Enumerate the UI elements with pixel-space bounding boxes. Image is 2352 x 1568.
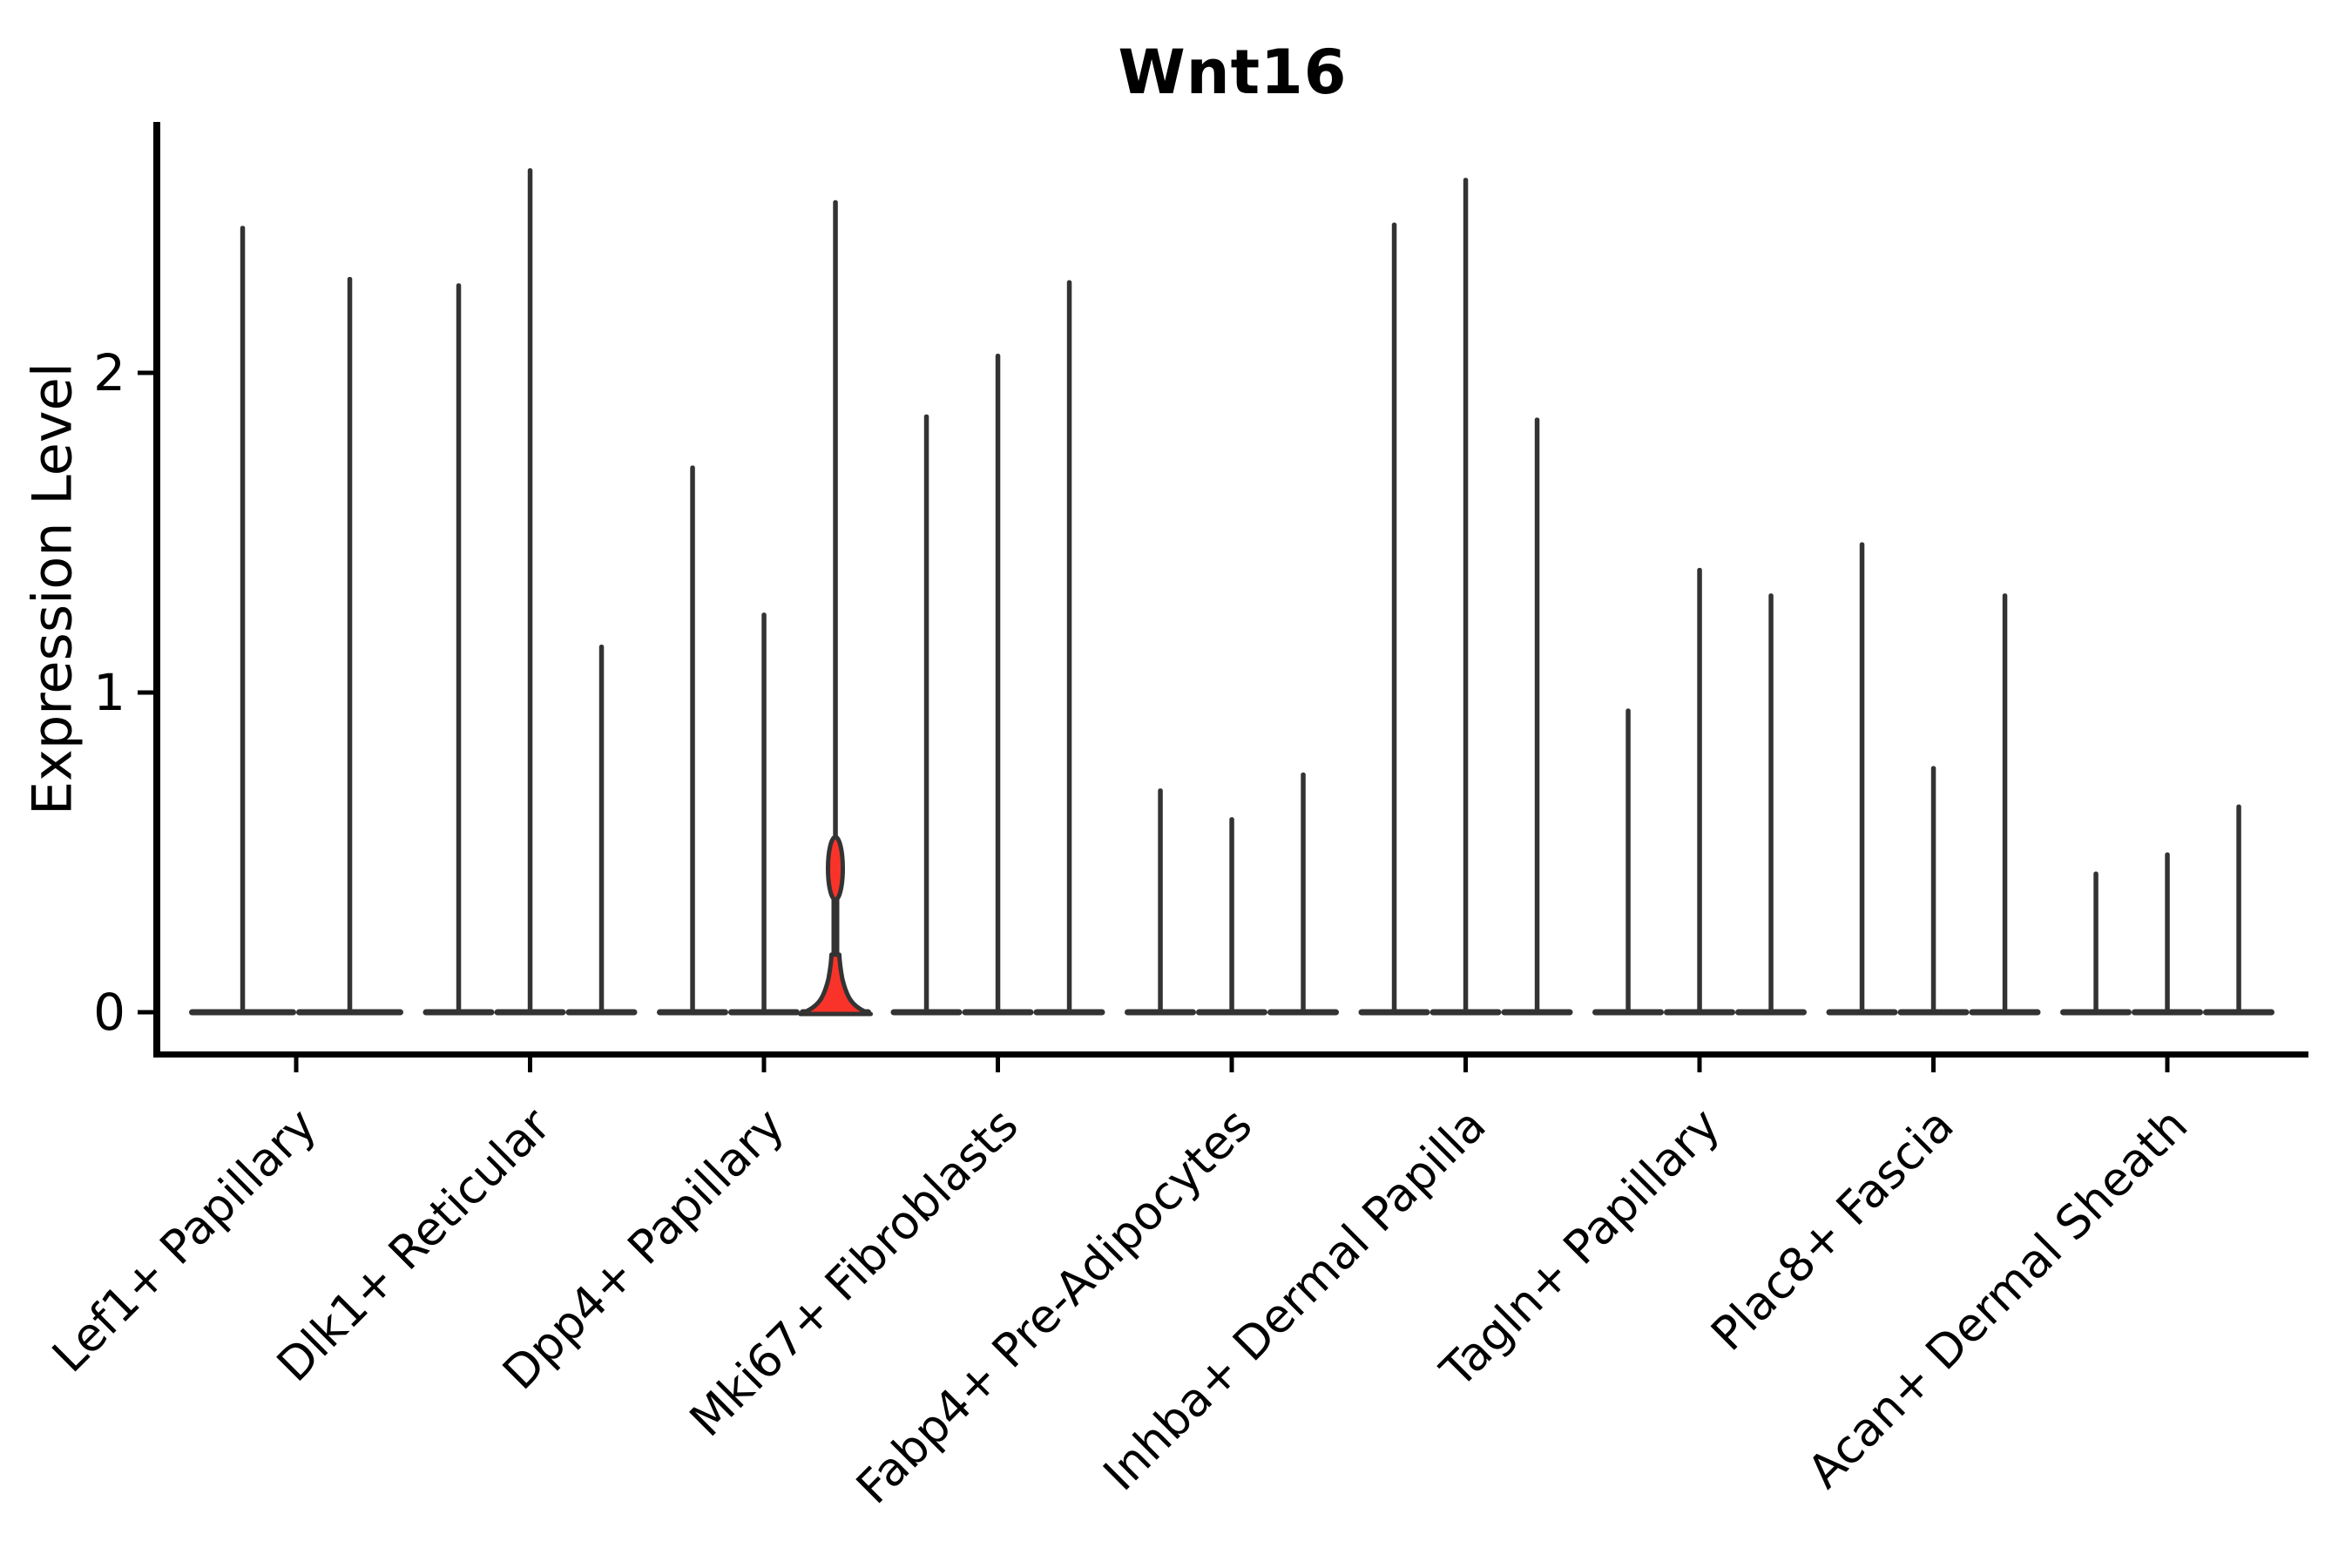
violin-spike	[761, 612, 767, 1013]
x-tick	[294, 1058, 299, 1072]
chart-title: Wnt16	[1118, 37, 1348, 108]
violin-spike	[2165, 852, 2170, 1012]
violin-spike	[240, 226, 246, 1012]
violin-spike	[1391, 222, 1397, 1012]
violin-highlighted-body	[798, 952, 873, 1017]
violin-spike	[1463, 178, 1469, 1013]
x-axis-spine	[153, 1051, 2308, 1058]
violin-spike	[1859, 542, 1865, 1012]
y-tick	[138, 370, 153, 375]
violin-spike	[2093, 871, 2099, 1012]
violin-spike	[2236, 804, 2241, 1012]
x-tick-label: Fabp4+ Pre-Adipocytes	[847, 1098, 1262, 1514]
y-tick-label: 1	[93, 663, 125, 722]
violin-spike	[1697, 567, 1702, 1012]
x-tick-label: Plac8+ Fascia	[1701, 1098, 1963, 1361]
violin-spike	[1301, 772, 1306, 1013]
x-tick	[1931, 1058, 1936, 1072]
violin-spike	[1534, 417, 1540, 1012]
y-tick-label: 2	[93, 343, 125, 402]
violin-spike	[527, 168, 533, 1013]
violin-spike	[1625, 708, 1631, 1012]
y-tick	[138, 1010, 153, 1015]
x-tick	[996, 1058, 1000, 1072]
violin-spike	[1066, 280, 1072, 1013]
violin-spike	[598, 645, 605, 1012]
violin-spike	[833, 199, 838, 1013]
violin-spike	[456, 283, 462, 1012]
y-tick	[138, 690, 153, 695]
x-tick	[1697, 1058, 1702, 1072]
x-tick	[2165, 1058, 2170, 1072]
x-tick-label: Acan+ Dermal Sheath	[1798, 1098, 2198, 1498]
violin-spike	[690, 465, 695, 1012]
violin-bulge	[826, 835, 845, 902]
violin-spike	[347, 276, 353, 1012]
x-tick	[1229, 1058, 1234, 1072]
y-axis-spine	[153, 122, 160, 1058]
y-tick-label: 0	[93, 983, 125, 1042]
violin-spike	[1158, 788, 1163, 1012]
violin-spike	[1930, 766, 1936, 1012]
x-tick	[761, 1058, 767, 1072]
violin-spike	[2002, 593, 2008, 1012]
x-tick-label: Inhba+ Dermal Papilla	[1094, 1098, 1497, 1501]
violin-spike	[923, 414, 929, 1012]
x-tick	[528, 1058, 532, 1072]
violin-spike	[1229, 817, 1234, 1012]
violin-spike	[1768, 593, 1774, 1012]
violin-spike	[995, 354, 1001, 1012]
violin-neck	[831, 885, 840, 956]
x-tick	[1463, 1058, 1468, 1072]
